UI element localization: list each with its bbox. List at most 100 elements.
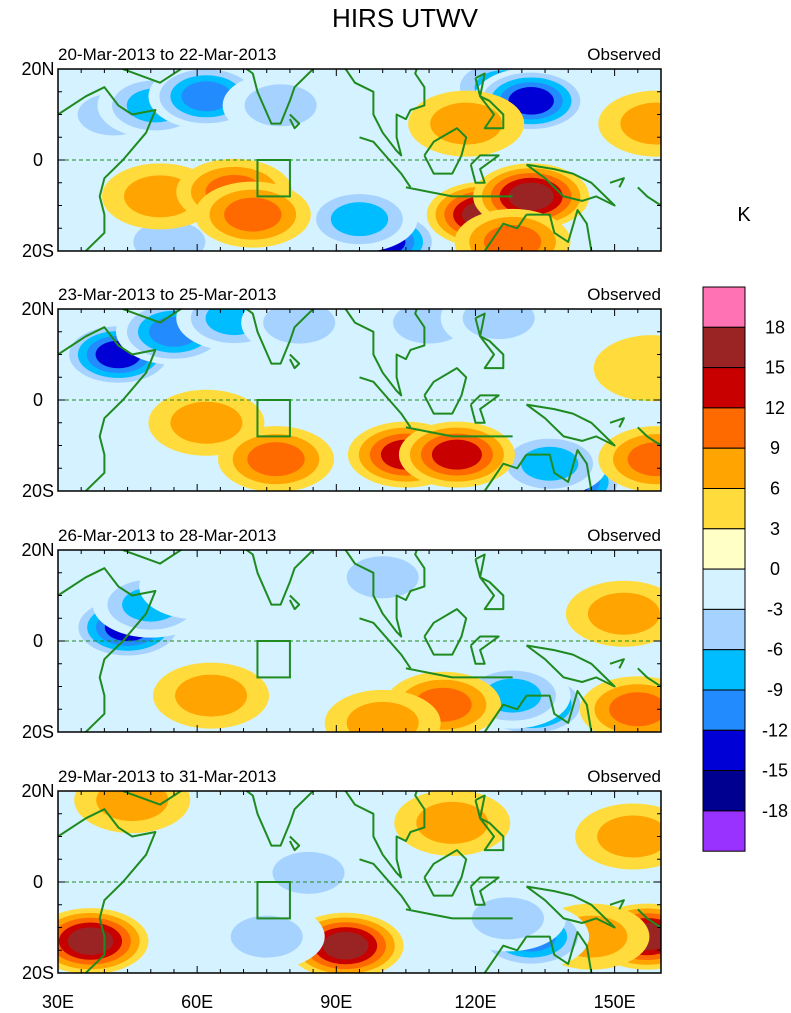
panel-observed-label: Observed	[587, 526, 661, 545]
colorbar-tick-label: 3	[770, 519, 780, 539]
panel-29-31-mar: 20N 0 20S 29-Mar-2013 to 31-Mar-2013 Observe…	[21, 767, 662, 983]
colorbar-tick-label: 6	[770, 479, 780, 499]
y-tick-label: 0	[33, 150, 43, 170]
anomaly-contour-pos-6	[620, 102, 661, 145]
coastline-segment	[637, 186, 661, 207]
colorbar-swatch	[702, 770, 746, 812]
colorbar-units-label: K	[737, 204, 751, 226]
coastline-segment	[359, 617, 412, 669]
analysis-region-box	[256, 159, 291, 198]
coastline-segment	[344, 69, 426, 157]
anomaly-field	[69, 550, 661, 732]
coastline-segment	[609, 417, 625, 428]
coastline-segment	[637, 667, 661, 688]
colorbar-tick-label: -18	[762, 801, 788, 821]
coastline-segment	[474, 72, 505, 130]
panel-period-label: 26-Mar-2013 to 28-Mar-2013	[58, 526, 276, 545]
colorbar-swatch	[702, 326, 746, 369]
y-tick-label: 20N	[21, 540, 54, 560]
y-tick-label: 0	[33, 390, 43, 410]
coastline-segment	[359, 376, 412, 428]
anomaly-contour-pos-6	[587, 592, 660, 635]
anomaly-contour-pos-15	[508, 182, 554, 211]
coastlines	[58, 309, 661, 491]
y-tick-label: 20N	[21, 299, 54, 319]
panel-23-25-mar: 20N 0 20S 23-Mar-2013 to 25-Mar-2013 Observe…	[21, 285, 662, 501]
x-tick-label-90E: 90E	[320, 992, 352, 1012]
anomaly-contour-pos-12	[431, 439, 482, 470]
anomaly-contour-neg-6	[272, 851, 345, 894]
coastline-segment	[122, 309, 193, 324]
coastline-segment	[526, 690, 593, 732]
coastline-segment	[525, 885, 616, 929]
coastline-segment	[609, 177, 625, 188]
y-tick-label: 20S	[22, 963, 54, 983]
colorbar-swatch	[702, 528, 746, 570]
anomaly-contour-pos-6	[96, 791, 169, 822]
coastline-segment	[469, 394, 500, 424]
y-tick-label: 20S	[22, 241, 54, 261]
anomaly-contour-pos-15	[322, 931, 369, 960]
coastline-segment	[344, 309, 426, 397]
colorbar-swatch	[702, 810, 746, 852]
coastline-segment	[526, 209, 593, 251]
coastline-segment	[525, 163, 616, 207]
coastlines	[58, 69, 661, 251]
colorbar-swatch	[702, 649, 746, 691]
colorbar-swatch	[702, 286, 746, 328]
coastline-segment	[58, 567, 157, 732]
coastline-segment	[405, 908, 513, 920]
panel-period-label: 29-Mar-2013 to 31-Mar-2013	[58, 767, 276, 786]
coastline-segment	[483, 454, 528, 491]
anomaly-contour-pos-6	[597, 815, 661, 858]
anomaly-contour-pos-6	[346, 701, 419, 732]
coastline-segment	[58, 808, 157, 973]
coastline-segment	[359, 858, 412, 910]
anomaly-contour-neg-6	[346, 556, 419, 599]
coastline-segment	[58, 326, 157, 491]
analysis-region-box	[256, 399, 291, 438]
x-tick-label-60E: 60E	[181, 992, 213, 1012]
y-tick-label: 0	[33, 631, 43, 651]
panel-observed-label: Observed	[587, 45, 661, 64]
panel-period-label: 23-Mar-2013 to 25-Mar-2013	[58, 285, 276, 304]
coastline-segment	[526, 931, 593, 973]
coastline-segment	[525, 644, 616, 688]
coastline-segment	[244, 309, 315, 365]
colorbar: 18 15 12 9 6 3 0 -3 -6 -9 -12 -15 -18	[702, 286, 788, 852]
coastline-segment	[122, 550, 193, 565]
coastline-segment	[289, 113, 301, 130]
colorbar-swatch	[702, 608, 746, 651]
analysis-region-box	[256, 640, 291, 679]
anomaly-contour-neg-15	[508, 87, 554, 115]
coastline-segment	[526, 449, 593, 491]
colorbar-swatch	[702, 488, 746, 530]
coastline-segment	[122, 791, 193, 806]
coastline-segment	[122, 69, 193, 84]
coastline-segment	[423, 127, 468, 175]
coastline-segment	[423, 849, 468, 897]
anomaly-contour-neg-12	[181, 81, 232, 112]
colorbar-swatch	[702, 568, 746, 610]
panel-ticks	[57, 308, 662, 492]
coastline-segment	[469, 876, 500, 906]
colorbar-tick-label: 9	[770, 438, 780, 458]
anomaly-contour-pos-9	[224, 197, 282, 232]
coastline-segment	[289, 594, 301, 611]
panel-ticks	[57, 68, 662, 252]
coastline-segment	[405, 186, 513, 198]
anomaly-contour-neg-3	[139, 553, 256, 620]
panel-20-22-mar: 20N 0 20S 20-Mar-2013 to 22-Mar-2013 Observe…	[21, 45, 662, 261]
anomaly-contour-neg-6	[244, 84, 317, 127]
anomaly-contour-pos-6	[416, 801, 489, 844]
colorbar-swatch	[702, 689, 746, 731]
colorbar-tick-label: 0	[770, 559, 780, 579]
anomaly-contour-pos-3	[593, 335, 661, 402]
panel-observed-label: Observed	[587, 285, 661, 304]
anomaly-contour-pos-6	[175, 674, 248, 717]
panel-observed-label: Observed	[587, 767, 661, 786]
panels: 20N 0 20S 20-Mar-2013 to 22-Mar-2013 Observe…	[21, 45, 662, 983]
colorbar-tick-label: -15	[762, 761, 788, 781]
coastline-segment	[474, 312, 505, 370]
anomaly-contour-neg-9	[330, 202, 389, 237]
